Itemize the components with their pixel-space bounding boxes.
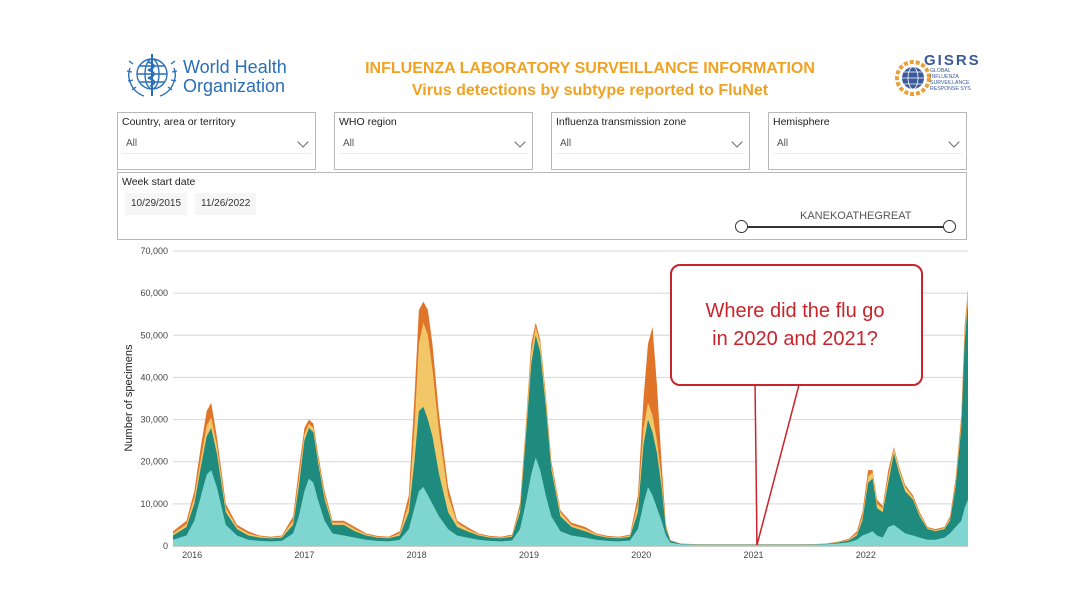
who-name-line1: World Health: [183, 57, 287, 77]
title-line1: INFLUENZA LABORATORY SURVEILLANCE INFORM…: [365, 60, 815, 77]
area-series-light-teal: [173, 457, 968, 546]
page-title: INFLUENZA LABORATORY SURVEILLANCE INFORM…: [330, 58, 850, 102]
filter-hemisphere-label: Hemisphere: [773, 116, 830, 128]
gisrs-logo-text: GISRS: [924, 52, 981, 69]
callout-pointer-outline: [754, 380, 801, 546]
date-end-input[interactable]: 11/26/2022: [195, 193, 257, 215]
callout-box: [670, 264, 923, 386]
date-start-input[interactable]: 10/29/2015: [125, 193, 188, 215]
y-axis-ticks: 0 10,000 20,000 30,000 40,000 50,000 60,000 70,…: [140, 246, 168, 551]
chart-areas: [173, 288, 968, 546]
filter-transmission-zone-value[interactable]: All: [556, 135, 745, 154]
x-tick-label: 2020: [631, 550, 651, 560]
x-tick-label: 2021: [744, 550, 764, 560]
y-tick-label: 70,000: [140, 246, 168, 256]
x-tick-label: 2022: [856, 550, 876, 560]
filter-who-region[interactable]: WHO region All: [334, 112, 533, 170]
callout-line2: in 2020 and 2021?: [712, 328, 878, 350]
who-name-line2: Organization: [183, 76, 286, 96]
filter-country-value[interactable]: All: [122, 135, 311, 154]
filter-who-region-value[interactable]: All: [339, 135, 528, 154]
x-tick-label: 2019: [519, 550, 539, 560]
who-emblem-icon: [126, 54, 178, 97]
watermark-text: KANEKOATHEGREAT: [800, 210, 912, 222]
callout-text: Where did the flu go in 2020 and 2021?: [675, 297, 915, 353]
filter-country[interactable]: Country, area or territory All: [117, 112, 316, 170]
filter-week-start-date-label: Week start date: [122, 176, 196, 188]
filter-country-label: Country, area or territory: [122, 116, 236, 128]
filter-hemisphere[interactable]: Hemisphere All: [768, 112, 967, 170]
y-tick-label: 20,000: [140, 457, 168, 467]
y-tick-label: 10,000: [140, 499, 168, 509]
x-tick-label: 2017: [294, 550, 314, 560]
filter-transmission-zone-label: Influenza transmission zone: [556, 116, 687, 128]
who-name: World Health Organization: [183, 58, 287, 96]
gisrs-globe-icon: [895, 60, 931, 96]
filter-hemisphere-value[interactable]: All: [773, 135, 962, 154]
y-tick-label: 40,000: [140, 372, 168, 382]
x-tick-label: 2018: [407, 550, 427, 560]
y-tick-label: 50,000: [140, 330, 168, 340]
y-tick-label: 60,000: [140, 288, 168, 298]
title-line2: Virus detections by subtype reported to …: [411, 82, 769, 99]
x-axis-ticks: 2016 2017 2018 2019 2020 2021 2022: [182, 550, 876, 560]
gisrs-subtitle: GLOBAL INFLUENZA SURVEILLANCE RESPONSE S…: [930, 68, 971, 92]
y-tick-label: 0: [163, 541, 168, 551]
y-tick-label: 30,000: [140, 415, 168, 425]
filter-transmission-zone[interactable]: Influenza transmission zone All: [551, 112, 750, 170]
callout-line1: Where did the flu go: [705, 300, 885, 322]
date-range-end-handle[interactable]: [943, 220, 956, 233]
date-range-start-handle[interactable]: [735, 220, 748, 233]
date-range-track[interactable]: [741, 226, 950, 228]
area-series-dark-teal: [173, 301, 968, 546]
filter-who-region-label: WHO region: [339, 116, 397, 128]
y-axis-label: Number of specimens: [123, 344, 135, 451]
x-tick-label: 2016: [182, 550, 202, 560]
filter-week-start-date: Week start date: [117, 172, 967, 240]
